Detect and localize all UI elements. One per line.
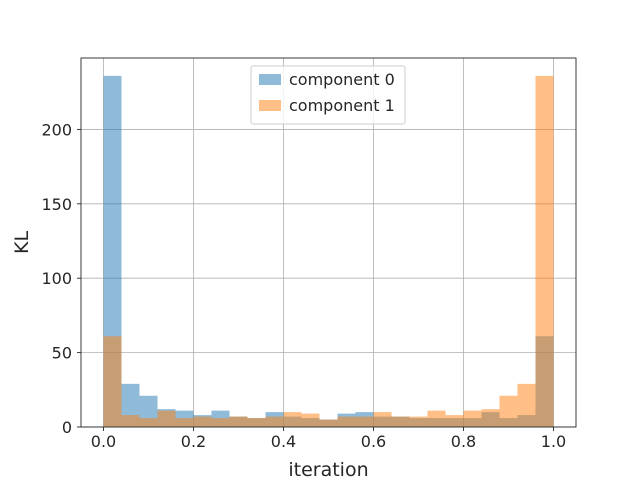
legend-label-component-1: component 1 — [289, 96, 395, 115]
bar-series-1-bin-23 — [517, 383, 536, 427]
bar-series-1-bin-13 — [337, 416, 356, 427]
series-1-bars — [103, 75, 554, 428]
bar-series-1-bin-15 — [373, 412, 392, 427]
x-tick-label-5: 1.0 — [541, 432, 566, 451]
bar-series-1-bin-11 — [301, 413, 320, 427]
x-tick-label-4: 0.8 — [451, 432, 476, 451]
bar-series-1-bin-4 — [175, 418, 194, 427]
bar-series-1-bin-5 — [193, 416, 212, 427]
y-tick-label-4: 200 — [41, 120, 72, 139]
x-tick-label-2: 0.4 — [271, 432, 296, 451]
y-tick-label-2: 100 — [41, 269, 72, 288]
bar-series-1-bin-8 — [247, 418, 266, 427]
legend-box — [250, 65, 406, 125]
bar-series-1-bin-24 — [535, 75, 554, 428]
bar-series-1-bin-18 — [427, 410, 446, 427]
bar-series-1-bin-9 — [265, 416, 284, 427]
bar-series-1-bin-2 — [139, 418, 158, 427]
bar-series-1-bin-17 — [409, 416, 428, 427]
bar-series-1-bin-7 — [229, 416, 248, 427]
bar-series-1-bin-21 — [481, 409, 500, 427]
legend-label-component-0: component 0 — [289, 70, 395, 89]
bar-series-1-bin-3 — [157, 410, 176, 427]
bar-series-1-bin-20 — [463, 410, 482, 427]
bar-series-1-bin-19 — [445, 415, 464, 427]
x-tick-label-3: 0.6 — [361, 432, 386, 451]
bar-series-1-bin-6 — [211, 418, 230, 427]
bar-series-1-bin-14 — [355, 416, 374, 427]
plot-frame — [80, 57, 577, 428]
bar-series-1-bin-10 — [283, 412, 302, 427]
bar-series-1-bin-1 — [121, 415, 140, 427]
x-axis-label: iteration — [288, 459, 368, 480]
legend: component 0 component 1 — [250, 65, 406, 125]
y-tick-label-1: 50 — [52, 344, 72, 363]
histogram-bars — [103, 75, 554, 428]
bar-series-1-bin-12 — [319, 419, 338, 427]
legend-swatch-component-0 — [259, 74, 281, 85]
bar-series-1-bin-0 — [103, 336, 122, 427]
bar-series-1-bin-22 — [499, 395, 518, 427]
x-tick-label-1: 0.2 — [181, 432, 206, 451]
y-tick-label-3: 150 — [41, 195, 72, 214]
axis-ticks: 0.0 0.2 0.4 0.6 0.8 1.0 0 50 100 150 200 — [41, 120, 566, 451]
legend-swatch-component-1 — [259, 100, 281, 111]
bar-series-1-bin-16 — [391, 416, 410, 427]
x-tick-label-0: 0.0 — [91, 432, 116, 451]
y-tick-label-0: 0 — [62, 418, 72, 437]
y-axis-label: KL — [11, 231, 33, 254]
